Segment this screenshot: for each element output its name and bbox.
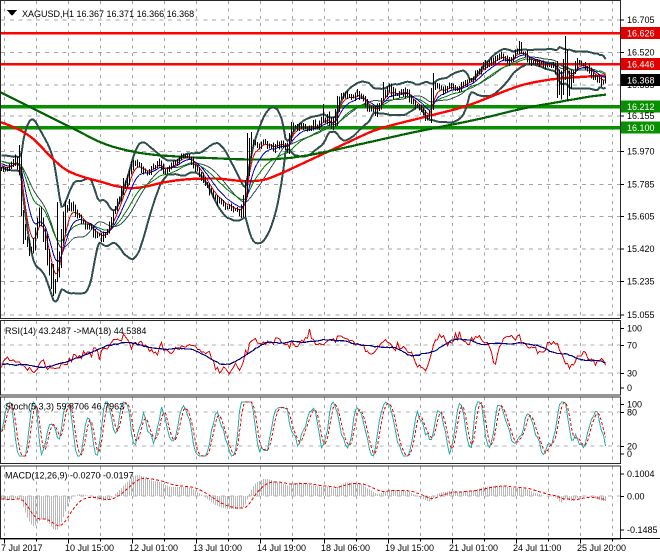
- svg-text:80: 80: [627, 407, 637, 417]
- svg-text:20: 20: [627, 442, 637, 452]
- svg-text:100: 100: [627, 324, 642, 334]
- svg-text:15.055: 15.055: [627, 310, 655, 320]
- svg-text:24 Jul 11:00: 24 Jul 11:00: [513, 543, 561, 553]
- svg-text:25 Jul 20:00: 25 Jul 20:00: [577, 543, 626, 553]
- svg-text:21 Jul 01:00: 21 Jul 01:00: [449, 543, 498, 553]
- svg-text:0: 0: [627, 383, 632, 393]
- svg-text:16.212: 16.212: [627, 102, 655, 112]
- svg-text:19 Jul 15:00: 19 Jul 15:00: [385, 543, 434, 553]
- svg-text:14 Jul 19:00: 14 Jul 19:00: [257, 543, 306, 553]
- svg-text:16.446: 16.446: [627, 60, 655, 70]
- svg-text:16.705: 16.705: [627, 15, 655, 25]
- svg-text:10 Jul 15:00: 10 Jul 15:00: [65, 543, 114, 553]
- svg-text:0: 0: [627, 449, 632, 459]
- svg-text:16.520: 16.520: [627, 48, 655, 58]
- svg-text:15.420: 15.420: [627, 244, 655, 254]
- svg-text:7 Jul 2017: 7 Jul 2017: [1, 543, 43, 553]
- svg-text:16.368: 16.368: [627, 76, 655, 86]
- svg-text:Stoch(5,3,3) 59.8706 46.7963: Stoch(5,3,3) 59.8706 46.7963: [5, 402, 124, 412]
- svg-text:MACD(12,26,9) -0.0270 -0.0197: MACD(12,26,9) -0.0270 -0.0197: [5, 471, 134, 481]
- svg-text:30: 30: [627, 369, 637, 379]
- svg-text:-0.1485: -0.1485: [627, 525, 658, 535]
- svg-text:15.605: 15.605: [627, 212, 655, 222]
- svg-text:0.00: 0.00: [627, 492, 645, 502]
- svg-text:18 Jul 06:00: 18 Jul 06:00: [321, 543, 370, 553]
- svg-text:15.785: 15.785: [627, 179, 655, 189]
- svg-text:0.1004: 0.1004: [627, 469, 655, 479]
- svg-text:15.970: 15.970: [627, 147, 655, 157]
- svg-text:15.235: 15.235: [627, 277, 655, 287]
- svg-text:70: 70: [627, 341, 637, 351]
- svg-text:100: 100: [627, 400, 642, 410]
- svg-text:16.100: 16.100: [627, 123, 655, 133]
- svg-text:12 Jul 01:00: 12 Jul 01:00: [129, 543, 178, 553]
- svg-text:RSI(14) 43.2487 ->MA(18) 44.5: RSI(14) 43.2487 ->MA(18) 44.5384: [5, 326, 146, 336]
- svg-text:16.155: 16.155: [627, 111, 655, 121]
- svg-text:16.626: 16.626: [627, 29, 655, 39]
- svg-text:13 Jul 10:00: 13 Jul 10:00: [193, 543, 242, 553]
- svg-text:XAGUSD,H1 16.367 16.371 16.36: XAGUSD,H1 16.367 16.371 16.366 16.368: [22, 9, 194, 19]
